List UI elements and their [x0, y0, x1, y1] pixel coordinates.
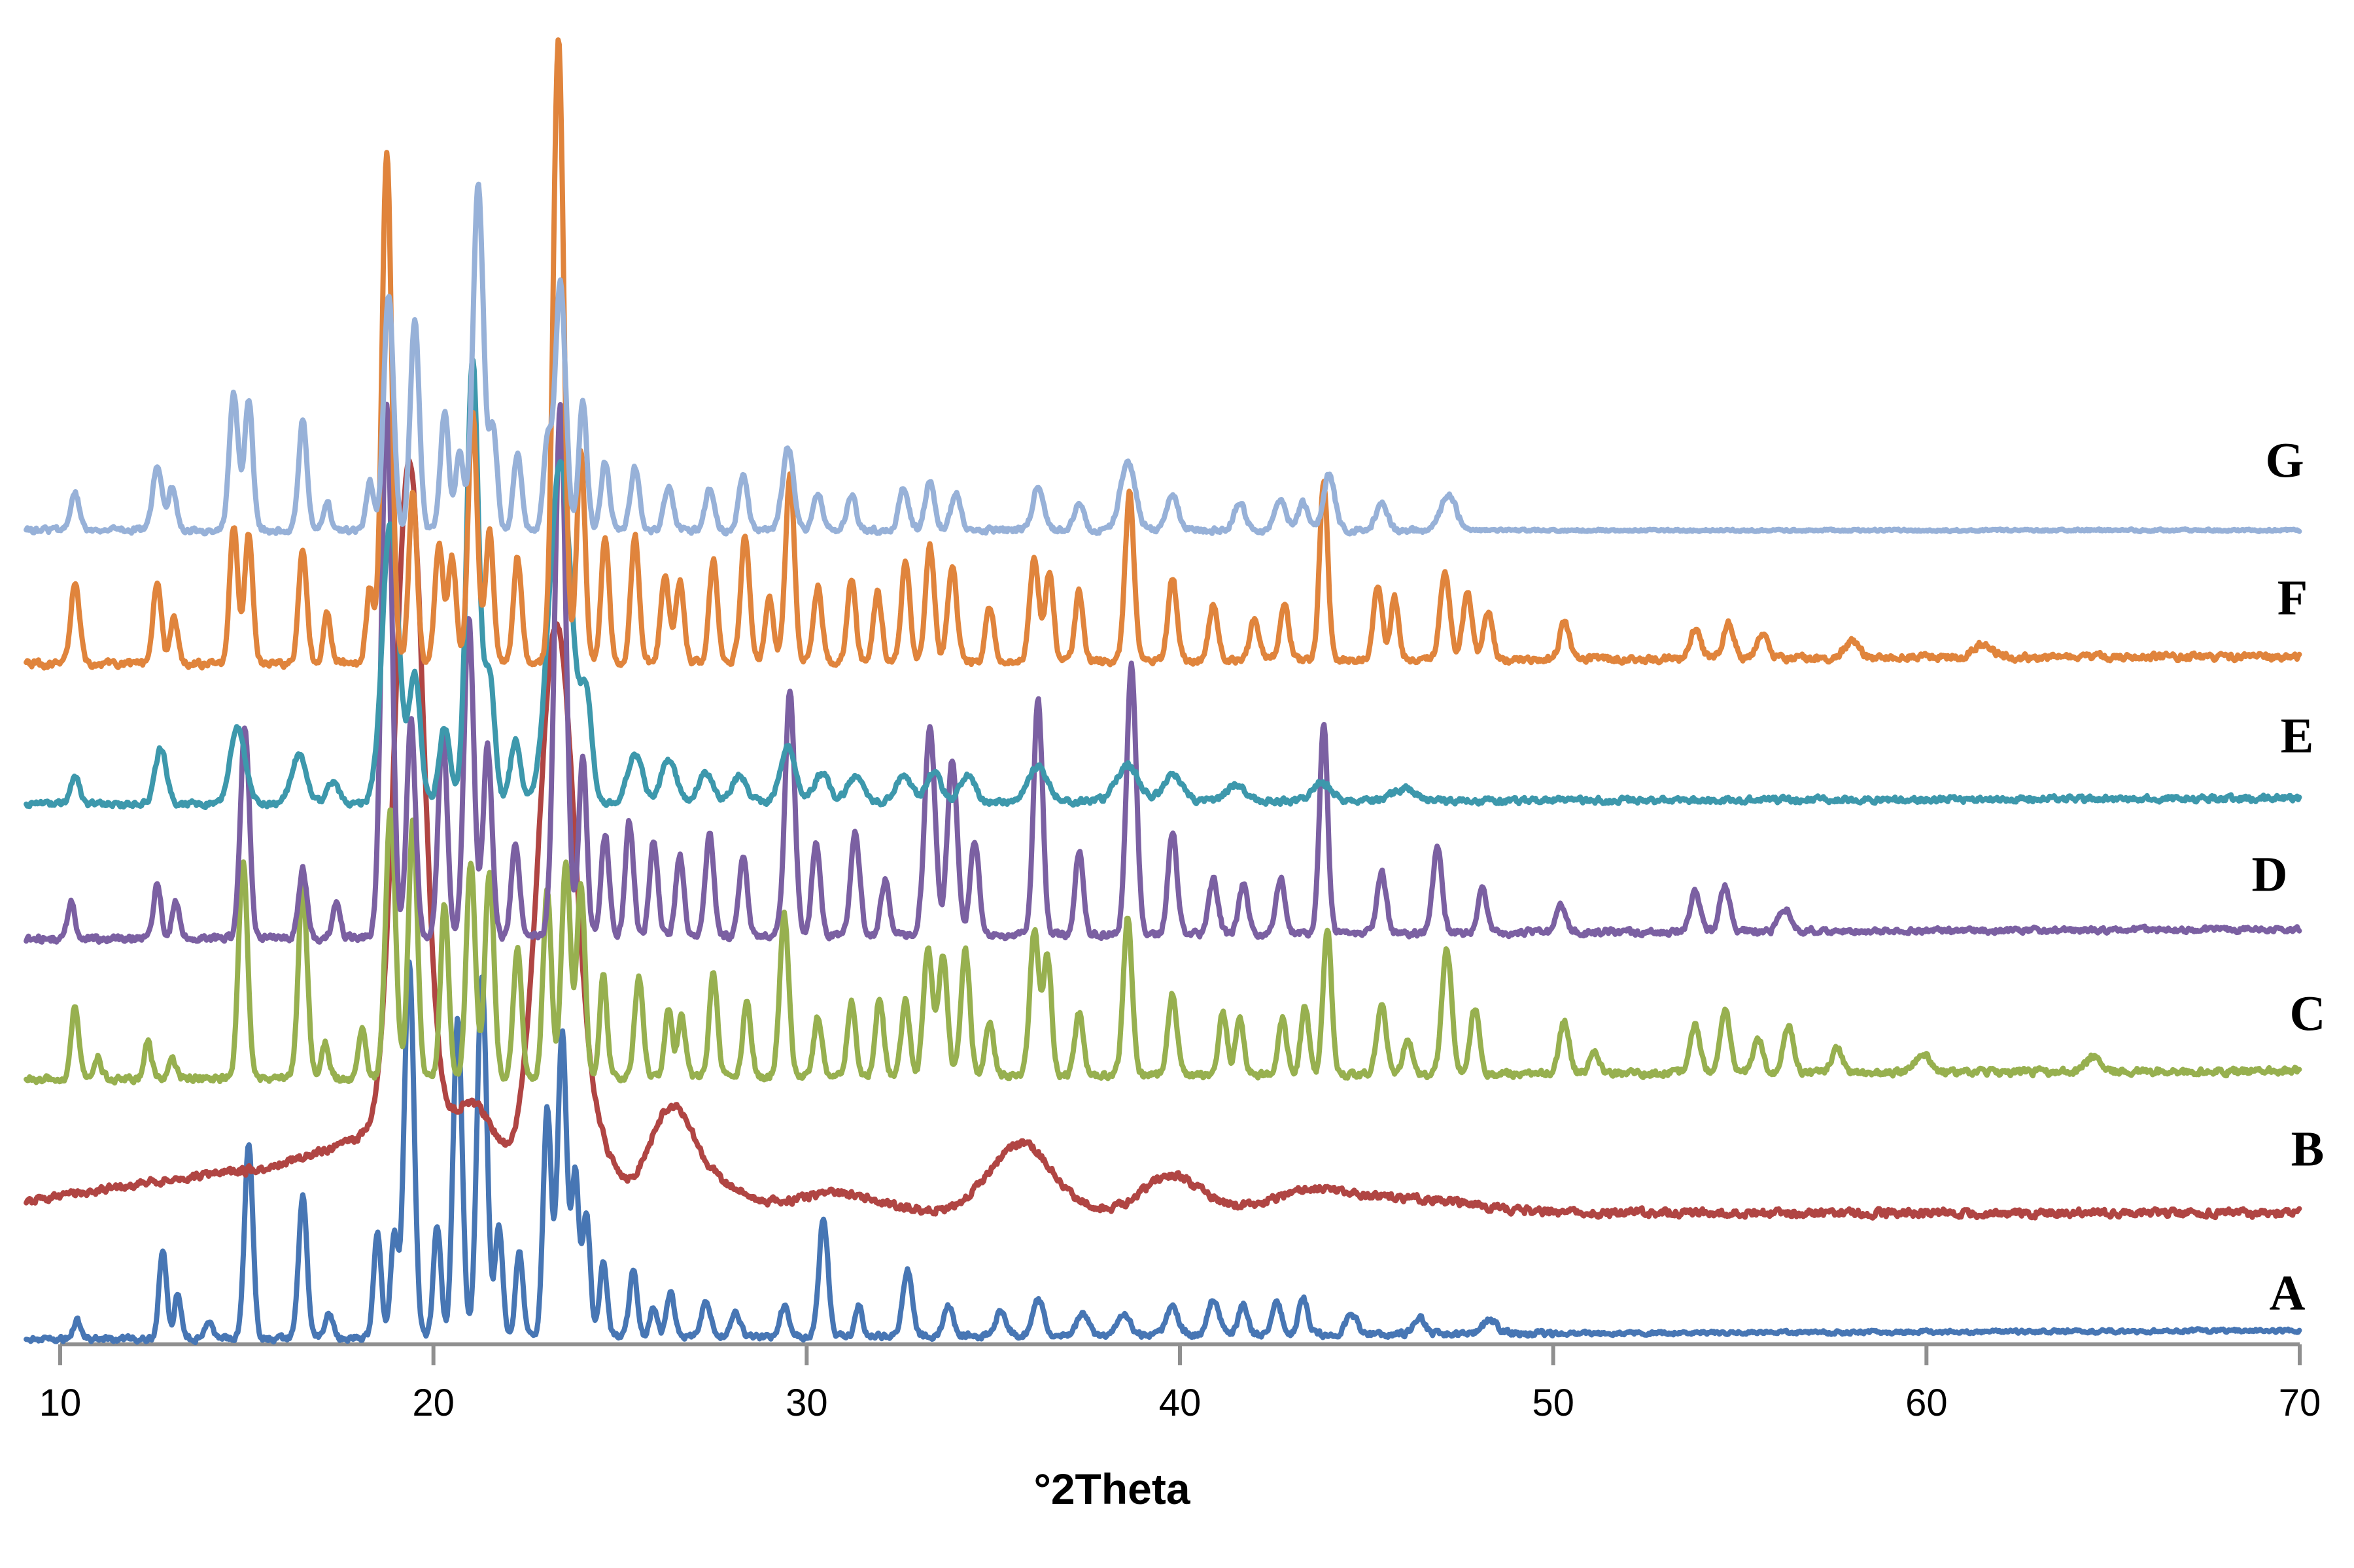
- x-tick-label: 10: [39, 1382, 82, 1424]
- x-tick-label: 60: [1905, 1382, 1948, 1424]
- series-label-B: B: [2291, 1121, 2325, 1176]
- series-label-F: F: [2277, 570, 2308, 625]
- trace-layer: [24, 37, 2302, 1346]
- x-tick-label: 70: [2279, 1382, 2321, 1424]
- series-label-A: A: [2270, 1265, 2306, 1320]
- series-label-E: E: [2281, 708, 2314, 763]
- trace-F: [24, 37, 2302, 671]
- trace-A: [24, 959, 2302, 1346]
- series-label-G: G: [2265, 433, 2304, 488]
- x-axis-title: °2Theta: [1033, 1465, 1190, 1513]
- trace-C: [24, 807, 2302, 1086]
- x-tick-label: 30: [786, 1382, 828, 1424]
- x-tick-label: 50: [1532, 1382, 1574, 1424]
- trace-B: [24, 458, 2302, 1221]
- series-label-C: C: [2290, 986, 2326, 1041]
- series-label-layer: A B C D E F G: [2252, 433, 2326, 1320]
- x-axis: 10 20 30 40 50 60 70: [39, 1342, 2321, 1424]
- x-tick-label: 40: [1159, 1382, 1202, 1424]
- trace-E: [24, 358, 2302, 810]
- trace-D: [24, 401, 2302, 945]
- x-tick-label: 20: [412, 1382, 455, 1424]
- series-label-D: D: [2252, 847, 2288, 902]
- trace-G: [24, 181, 2302, 537]
